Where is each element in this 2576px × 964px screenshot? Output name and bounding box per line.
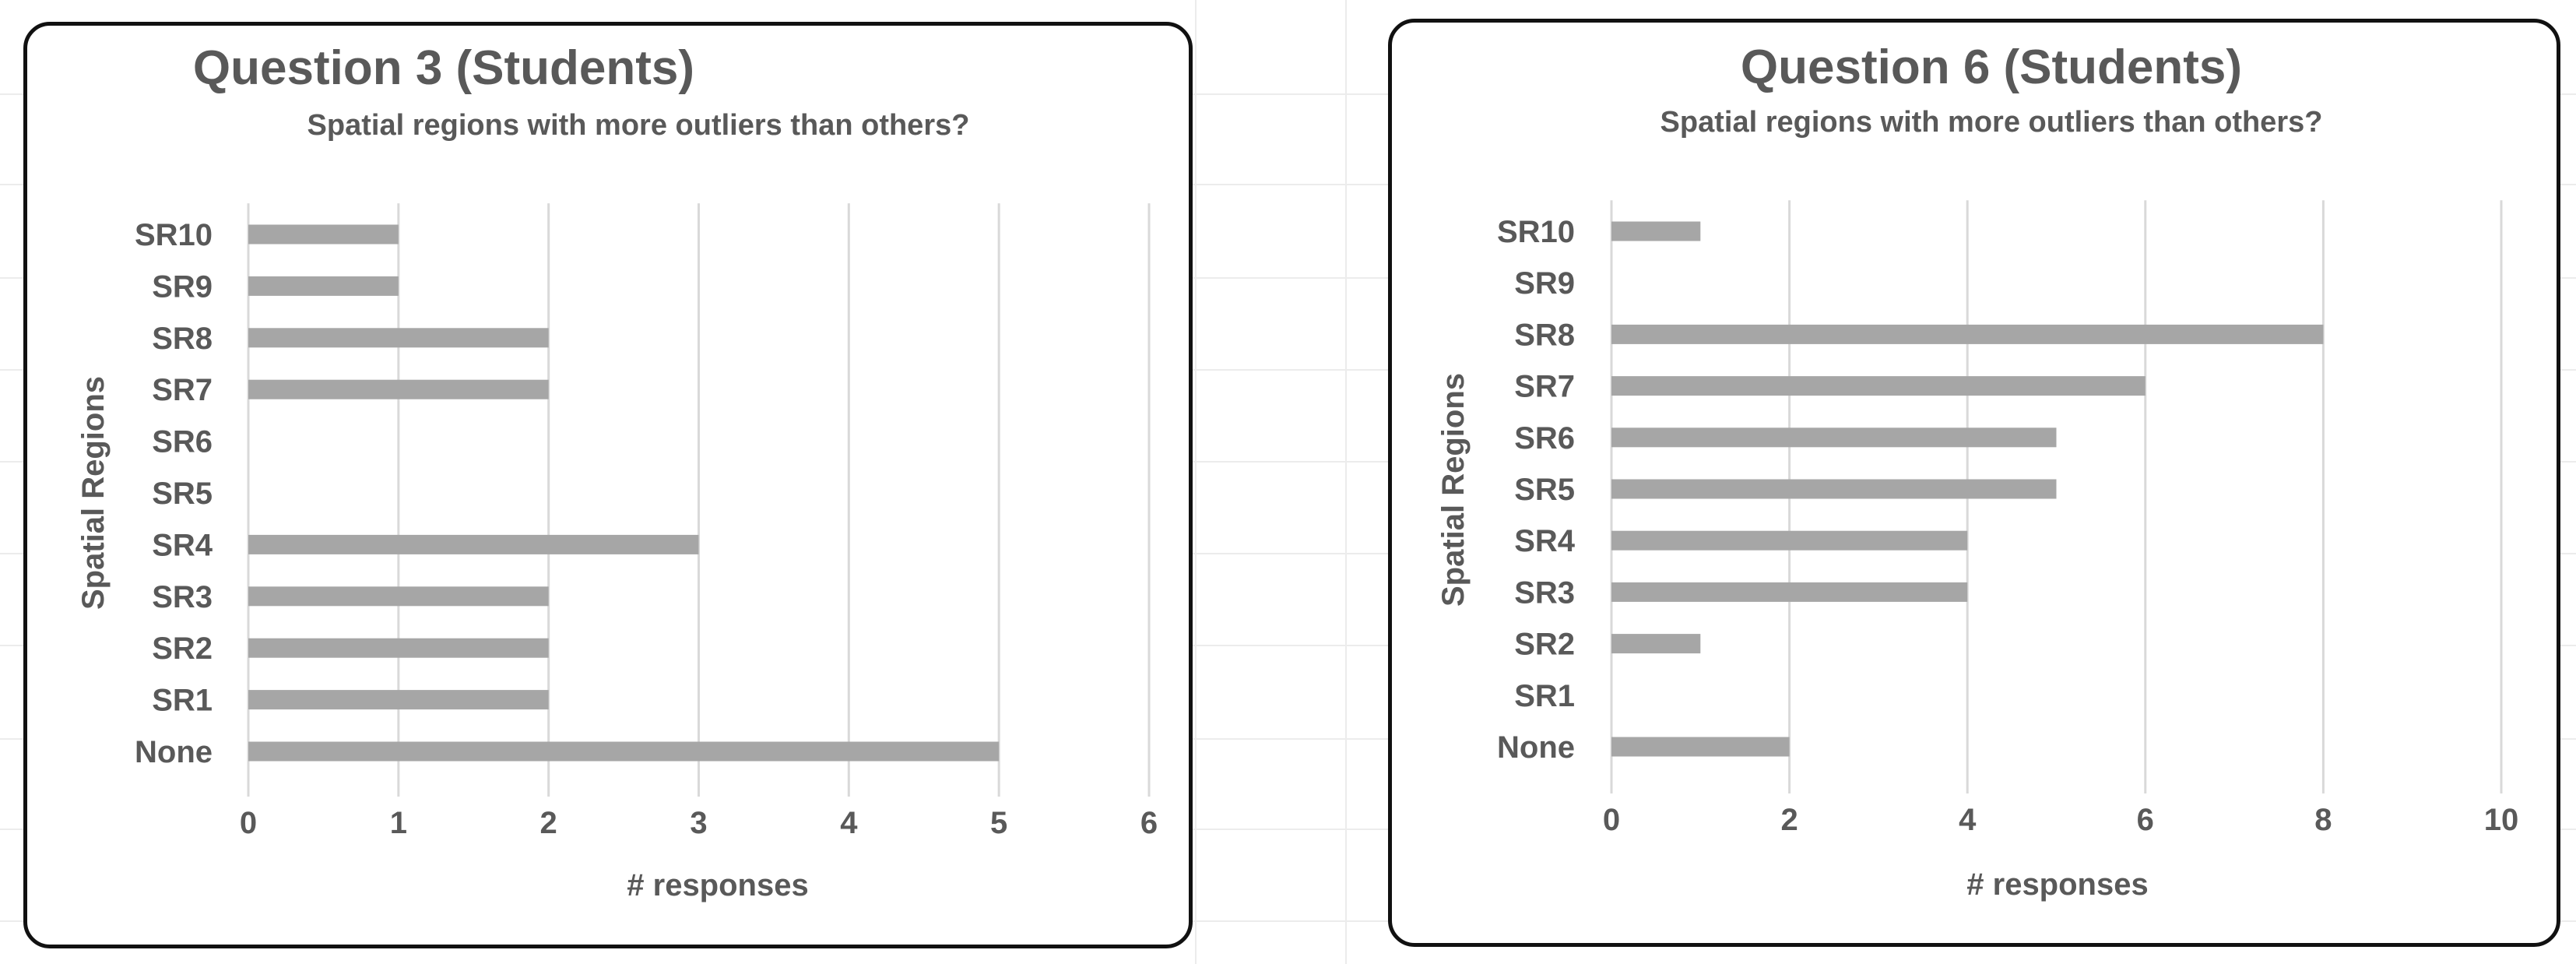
sheet-gridline [0,461,2576,463]
category-labels: SR10 SR9 SR8 SR7 SR6 SR5 SR4 SR3 SR2 SR1 None [135,218,213,769]
bar [1611,582,1968,602]
bar [1611,376,2145,396]
bar [1611,737,1790,757]
bar [1611,324,2324,344]
category-label: SR3 [152,580,213,614]
bar [248,276,399,296]
sheet-gridline [0,553,2576,554]
x-tick-label: 3 [690,806,707,840]
category-label: SR6 [152,425,213,459]
category-label: SR8 [1514,318,1575,352]
sheet-gridline [0,920,2576,922]
x-tick-label: 8 [2314,803,2332,837]
category-label: SR1 [1514,679,1575,713]
category-labels: SR10 SR9 SR8 SR7 SR6 SR5 SR4 SR3 SR2 SR1 None [1497,215,1576,765]
x-tick-label: 10 [2484,803,2519,837]
category-label: SR3 [1514,575,1575,610]
category-label: SR4 [1514,524,1576,558]
x-tick-label: 1 [390,806,407,840]
bar [1611,530,1968,551]
chart-panel-question-3: SR10 SR9 SR8 SR7 SR6 SR5 SR4 SR3 SR2 SR1 None 0 1 2 3… [23,22,1193,948]
bar [248,379,549,399]
bar [248,638,549,658]
chart-subtitle: Spatial regions with more outliers than … [308,109,970,142]
bar [248,328,549,348]
bar [248,690,549,710]
tick-labels: 0 1 2 3 4 5 6 [240,806,1158,840]
sheet-gridline [1195,0,1197,964]
sheet-gridline [0,829,2576,830]
sheet-gridline [0,184,2576,185]
bar [248,224,399,245]
x-tick-label: 0 [1603,803,1620,837]
chart-panel-question-6: SR10 SR9 SR8 SR7 SR6 SR5 SR4 SR3 SR2 SR1 None 0 2 4 6… [1388,19,2560,947]
chart-svg-question-3: SR10 SR9 SR8 SR7 SR6 SR5 SR4 SR3 SR2 SR1 None 0 1 2 3… [76,41,1158,902]
category-label: SR10 [135,218,213,252]
bar [248,586,549,607]
category-label: SR4 [152,528,213,562]
category-label: SR7 [152,373,213,407]
category-label: None [135,735,213,769]
sheet-gridline [0,738,2576,740]
bar [1611,221,1701,241]
bars [248,224,1000,762]
sheet-gridline [1345,0,1347,964]
category-label: SR8 [152,322,213,356]
x-tick-label: 5 [990,806,1007,840]
bar [1611,634,1701,654]
x-axis-label: # responses [627,868,808,902]
sheet-gridline [0,277,2576,279]
bars [1611,221,2324,757]
sheet-gridline [0,369,2576,371]
bar [1611,479,2057,499]
category-label: SR7 [1514,370,1575,404]
y-axis-label: Spatial Regions [1436,373,1471,607]
sheet-gridline [0,645,2576,646]
x-tick-label: 6 [2137,803,2154,837]
chart-title: Question 6 (Students) [1741,40,2242,94]
x-tick-label: 6 [1140,806,1158,840]
bar [248,741,1000,762]
x-tick-label: 0 [240,806,257,840]
x-tick-label: 2 [1780,803,1798,837]
chart-title: Question 3 (Students) [193,41,694,95]
category-label: SR2 [1514,628,1575,662]
x-tick-label: 4 [840,806,858,840]
bar [248,534,699,554]
x-tick-label: 2 [540,806,557,840]
category-label: SR9 [152,269,213,304]
x-tick-label: 4 [1959,803,1977,837]
category-label: SR9 [1514,266,1575,301]
x-axis-label: # responses [1966,867,2148,902]
category-label: None [1497,730,1575,765]
category-label: SR5 [1514,473,1575,507]
category-label: SR5 [152,477,213,511]
category-label: SR1 [152,684,213,718]
category-label: SR6 [1514,421,1575,456]
category-label: SR2 [152,632,213,666]
chart-subtitle: Spatial regions with more outliers than … [1661,106,2323,139]
sheet-gridline [0,93,2576,95]
y-axis-label: Spatial Regions [76,376,111,610]
tick-labels: 0 2 4 6 8 10 [1603,803,2518,837]
chart-svg-question-6: SR10 SR9 SR8 SR7 SR6 SR5 SR4 SR3 SR2 SR1 None 0 2 4 6… [1436,40,2518,902]
category-label: SR10 [1497,215,1575,249]
bar [1611,427,2057,448]
